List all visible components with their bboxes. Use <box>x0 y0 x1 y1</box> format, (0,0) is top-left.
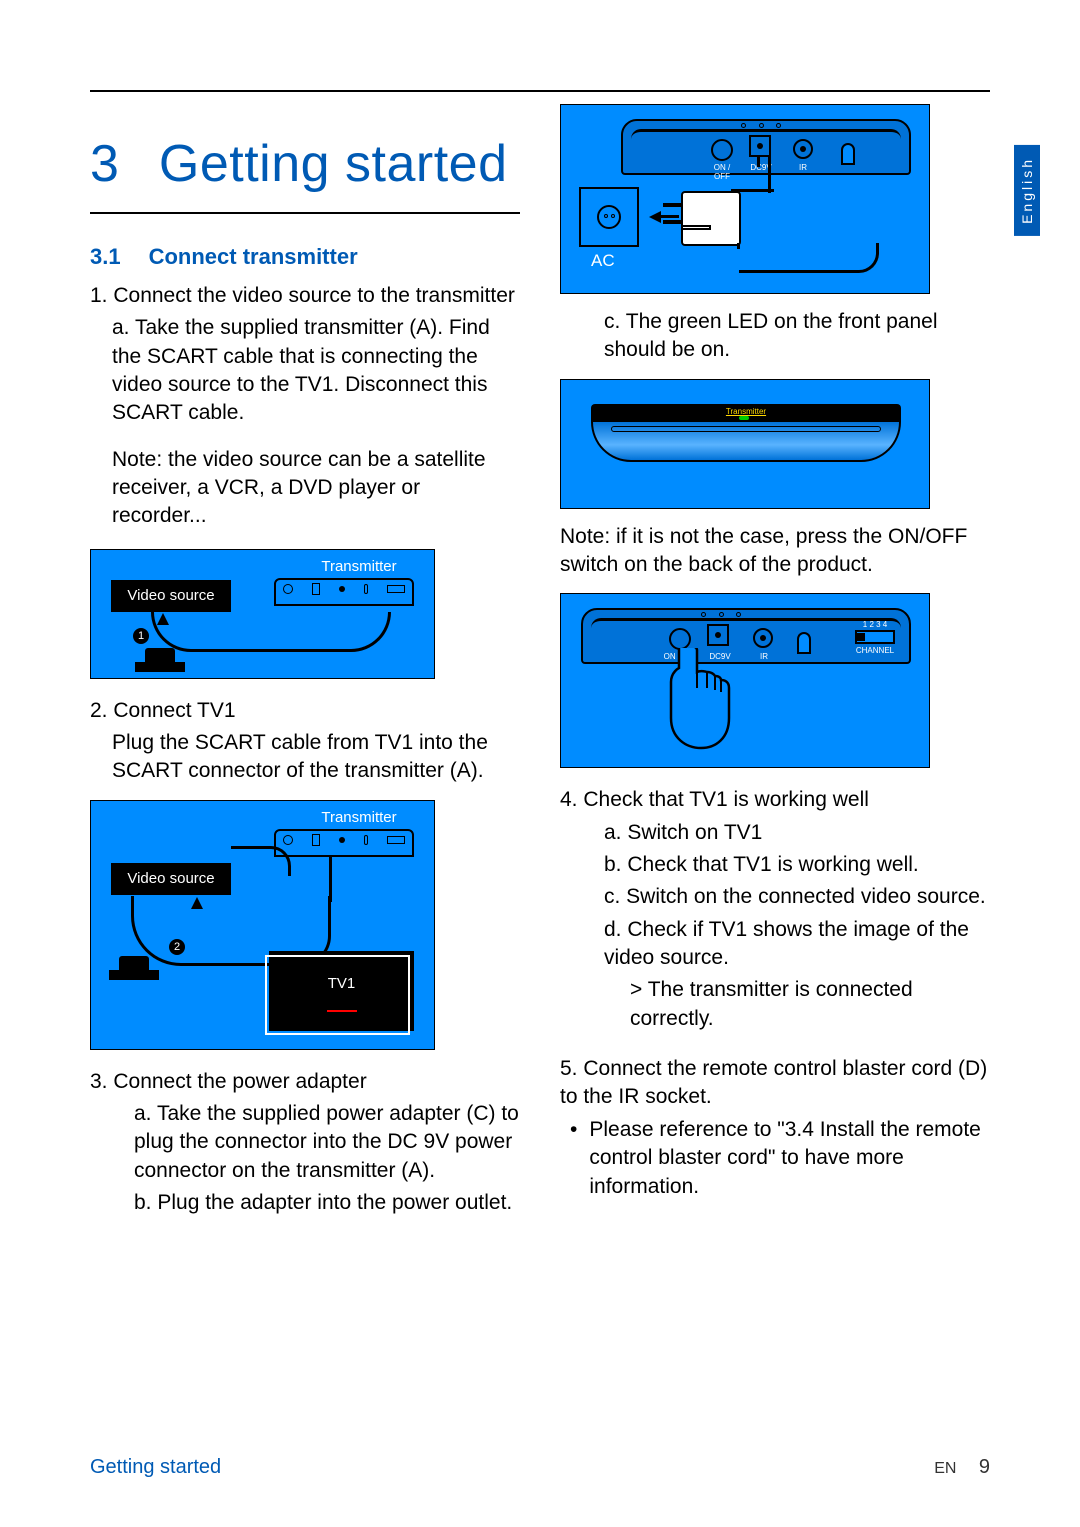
step-4d: d. Check if TV1 shows the image of the v… <box>560 916 990 973</box>
dia2-video-source-box: Video source <box>111 863 231 895</box>
language-tab: English <box>1014 145 1040 236</box>
footer-page-number: 9 <box>979 1456 990 1478</box>
dia2-tv1-box: TV1 <box>269 951 414 1031</box>
chapter-title: Getting started <box>159 134 508 194</box>
step-1: 1. Connect the video source to the trans… <box>90 282 520 310</box>
step-4c: c. Switch on the connected video source. <box>560 883 990 911</box>
diagram-5: ON / OFF DC9V IR 1 2 3 4 CHANNEL <box>560 593 930 768</box>
step-2-body: Plug the SCART cable from TV1 into the S… <box>90 729 520 786</box>
dia3-ir-label: IR <box>793 163 813 172</box>
step-4a: a. Switch on TV1 <box>560 819 990 847</box>
page-footer: Getting started EN 9 <box>90 1456 990 1479</box>
step-3c: c. The green LED on the front panel shou… <box>560 308 990 365</box>
dia5-chnums-label: 1 2 3 4 <box>854 620 896 629</box>
step-3b: b. Plug the adapter into the power outle… <box>90 1189 520 1217</box>
step-2: 2. Connect TV1 <box>90 697 520 725</box>
left-column: 3 Getting started 3.1 Connect transmitte… <box>90 104 520 1218</box>
step-1-note: Note: the video source can be a satellit… <box>90 446 520 531</box>
dia1-num-circle: 1 <box>133 628 149 644</box>
dia2-transmitter-label: Transmitter <box>304 809 414 826</box>
right-column: ON / OFF DC9V IR AC <box>560 104 990 1218</box>
footer-section-name: Getting started <box>90 1456 221 1479</box>
step-5-bullet: • Please reference to "3.4 Install the r… <box>560 1116 990 1201</box>
page: 3 Getting started 3.1 Connect transmitte… <box>0 0 1080 1278</box>
dia2-num-circle: 2 <box>169 939 185 955</box>
dia2-tv1-label: TV1 <box>328 975 356 992</box>
step-5: 5. Connect the remote control blaster co… <box>560 1055 990 1112</box>
step-3a: a. Take the supplied power adapter (C) t… <box>90 1100 520 1185</box>
diagram-1: Video source Transmitter 1 <box>90 549 435 679</box>
mid-rule <box>90 212 520 214</box>
top-rule <box>90 90 990 92</box>
diagram-3: ON / OFF DC9V IR AC <box>560 104 930 294</box>
step-4: 4. Check that TV1 is working well <box>560 786 990 814</box>
dia5-ir-label: IR <box>755 652 773 661</box>
chapter-number: 3 <box>90 134 119 194</box>
dia1-transmitter-label: Transmitter <box>304 558 414 575</box>
section-title: Connect transmitter <box>149 244 358 270</box>
step-1a: a. Take the supplied transmitter (A). Fi… <box>90 314 520 427</box>
step-4d-result: > The transmitter is connected correctly… <box>560 976 990 1033</box>
dia5-channel-label: CHANNEL <box>854 646 896 655</box>
footer-lang: EN <box>934 1460 956 1477</box>
diagram-4: Transmitter <box>560 379 930 509</box>
step-4b: b. Check that TV1 is working well. <box>560 851 990 879</box>
dia5-finger-icon <box>651 648 741 758</box>
dia4-transmitter-label: Transmitter <box>701 407 791 416</box>
dia1-video-source-box: Video source <box>111 580 231 612</box>
dia3-ac-label: AC <box>591 251 615 271</box>
step-3: 3. Connect the power adapter <box>90 1068 520 1096</box>
bullet-dot-icon: • <box>570 1116 577 1201</box>
diagram-2: Transmitter Video source 2 <box>90 800 435 1050</box>
note-2: Note: if it is not the case, press the O… <box>560 523 990 580</box>
step-5-bullet-text: Please reference to "3.4 Install the rem… <box>589 1116 990 1201</box>
section-number: 3.1 <box>90 244 121 270</box>
